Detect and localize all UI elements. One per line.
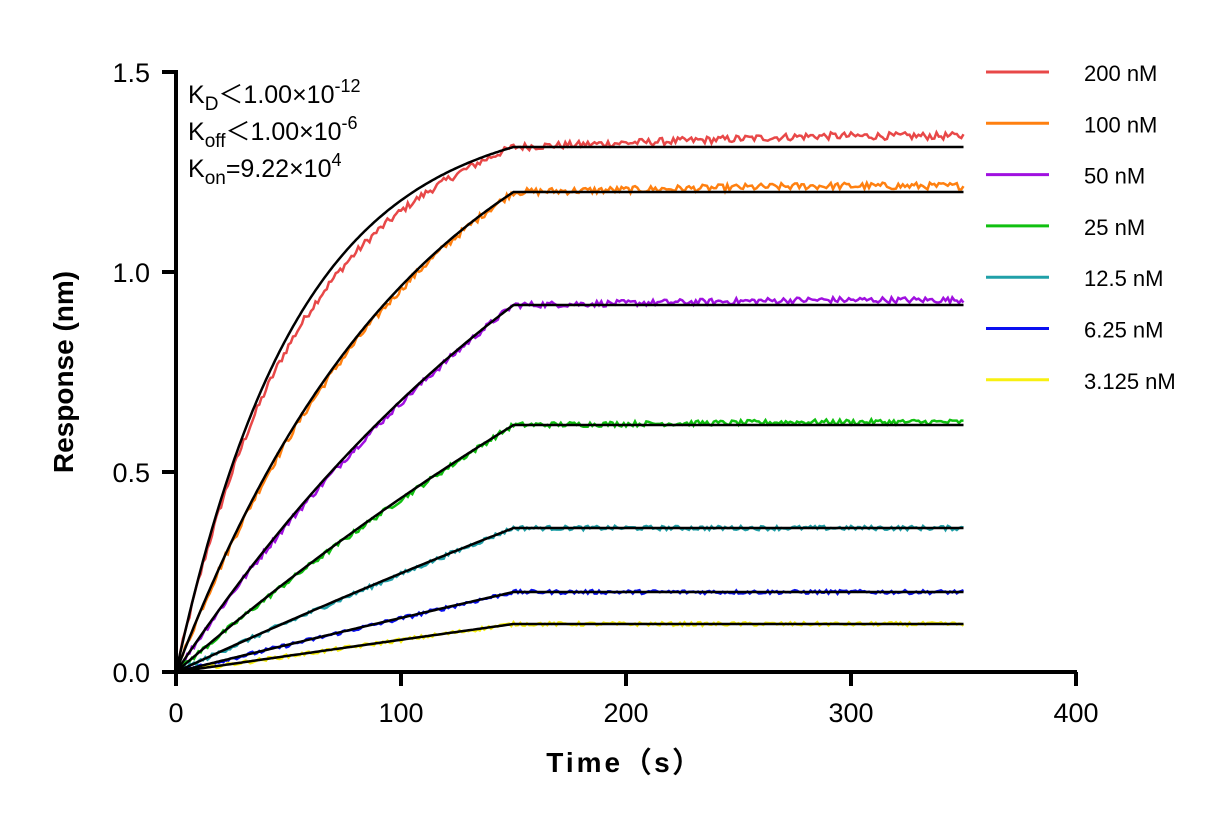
fit-curve-6.25nM: [175, 590, 964, 674]
legend-label: 25 nM: [1084, 215, 1145, 240]
legend-label: 50 nM: [1084, 164, 1145, 189]
fit-curve-25nM: [175, 423, 964, 673]
fit-curve-100nM: [174, 190, 964, 673]
legend: 200 nM 100 nM 50 nM 25 nM 12.5 nM 6.25 nM 3.12…: [986, 61, 1176, 394]
fit-curve-3.125nM: [175, 622, 964, 674]
annotation-on: Kon=9.22×104: [188, 150, 342, 189]
curves: [174, 129, 965, 674]
data-curve-12.5nM: [175, 523, 964, 673]
x-tick-label: 200: [603, 698, 648, 728]
data-curve-6.25nM: [175, 588, 964, 674]
annotation-off: Koff＜1.00×10-6: [188, 113, 358, 152]
y-tick-label: 0.5: [112, 458, 150, 488]
legend-label: 6.25 nM: [1084, 318, 1164, 343]
y-tick-label: 0.0: [112, 658, 150, 688]
y-tick-label: 1.5: [112, 58, 150, 88]
fit-curve-12.5nM: [175, 526, 964, 674]
x-tick-label: 400: [1053, 698, 1098, 728]
data-curve-25nM: [176, 416, 964, 674]
y-tick-label: 1.0: [112, 258, 150, 288]
y-axis-label: Response (nm): [48, 271, 79, 473]
x-tick-label: 100: [378, 698, 423, 728]
legend-label: 200 nM: [1084, 61, 1157, 86]
legend-label: 100 nM: [1084, 112, 1157, 137]
annotation-D: KD＜1.00×10-12: [188, 76, 361, 115]
fit-curve-50nM: [174, 303, 964, 673]
x-axis-label: Time（s）: [546, 746, 703, 778]
data-curve-50nM: [175, 294, 965, 674]
axes: 0 100 200 300 400 0.0 0.5 1.0 1.5: [112, 58, 1098, 728]
legend-label: 3.125 nM: [1084, 369, 1176, 394]
x-tick-label: 300: [828, 698, 873, 728]
data-curve-200nM: [174, 129, 965, 672]
legend-label: 12.5 nM: [1084, 266, 1164, 291]
fit-curve-200nM: [174, 145, 964, 673]
data-curve-3.125nM: [175, 620, 965, 674]
x-tick-label: 0: [168, 698, 183, 728]
